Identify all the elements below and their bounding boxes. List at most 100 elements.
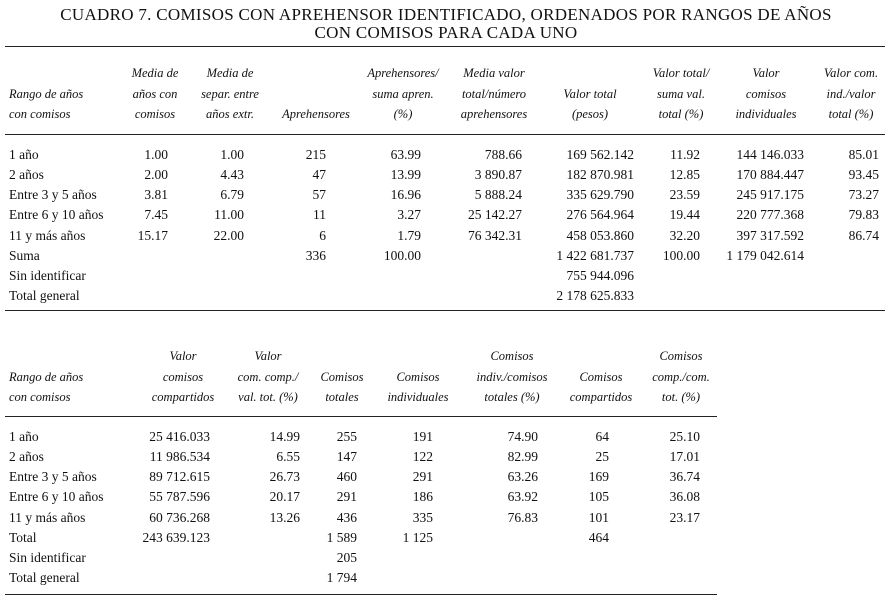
cell: 1 125	[402, 530, 433, 545]
cell: 243 639.123	[142, 530, 211, 545]
column-header: separ. entre	[201, 86, 259, 101]
column-header: suma val.	[657, 86, 705, 101]
column-header: Aprehensores	[282, 107, 350, 121]
cell: 13.99	[390, 167, 421, 182]
row-label: 2 años	[9, 167, 44, 182]
row-label: Total	[9, 530, 37, 545]
row-label: Entre 3 y 5 años	[9, 187, 97, 202]
cell: 2 178 625.833	[556, 288, 634, 303]
row-label: 1 año	[9, 147, 39, 162]
cell: 460	[336, 469, 357, 484]
column-header: Valor	[254, 349, 282, 363]
cell: 14.99	[269, 429, 300, 444]
column-header: compartidos	[151, 390, 215, 404]
cell: 255	[336, 429, 357, 444]
cell: 205	[336, 550, 357, 565]
cell: 63.99	[390, 147, 421, 162]
cell: 19.44	[669, 207, 700, 222]
title-line: CON COMISOS PARA CADA UNO	[314, 23, 578, 42]
column-header: (pesos)	[571, 107, 609, 121]
column-header: Media valor	[463, 66, 525, 80]
cell: 1.00	[144, 147, 168, 162]
cell: 11.92	[670, 147, 700, 162]
cell: 36.74	[669, 469, 700, 484]
column-header: Valor total/	[652, 66, 710, 80]
cell: 7.45	[144, 207, 168, 222]
cell: 3.81	[144, 187, 168, 202]
cell: 73.27	[848, 187, 879, 202]
row-label: 11 y más años	[9, 228, 86, 243]
rule	[5, 46, 885, 47]
cell: 6.79	[220, 187, 244, 202]
cell: 25 416.033	[149, 429, 210, 444]
cell: 6.55	[276, 449, 300, 464]
column-header: suma apren.	[372, 86, 434, 101]
row-label: 2 años	[9, 449, 44, 464]
cell: 17.01	[669, 449, 700, 464]
cell: 55 787.596	[149, 489, 210, 504]
cell: 1 422 681.737	[556, 248, 634, 263]
cell: 100.00	[662, 248, 700, 263]
column-header: Comisos	[579, 369, 623, 384]
cell: 186	[412, 489, 433, 504]
column-header: tot. (%)	[661, 390, 701, 404]
cell: 3.27	[397, 207, 421, 222]
cell: 147	[336, 449, 357, 464]
cell: 47	[312, 167, 327, 182]
cell: 1 179 042.614	[726, 248, 804, 263]
column-header: aprehensores	[460, 107, 528, 121]
cell: 16.96	[390, 187, 421, 202]
cell: 5 888.24	[474, 187, 522, 202]
cell: 93.45	[848, 167, 879, 182]
column-header: totales (%)	[484, 390, 540, 404]
row-label: Entre 3 y 5 años	[9, 469, 97, 484]
cell: 57	[312, 187, 327, 202]
rule	[5, 594, 717, 595]
cell: 74.90	[507, 429, 538, 444]
cell: 191	[412, 429, 433, 444]
cell: 85.01	[848, 147, 879, 162]
cell: 60 736.268	[149, 510, 210, 525]
cell: 23.59	[669, 187, 700, 202]
cell: 23.17	[669, 510, 700, 525]
cell: 464	[588, 530, 609, 545]
cell: 11	[313, 207, 326, 222]
cell: 64	[595, 429, 610, 444]
cell: 291	[336, 489, 357, 504]
column-header: comisos	[745, 86, 787, 101]
row-label: Sin identificar	[9, 268, 86, 283]
cell: 755 944.096	[566, 268, 635, 283]
column-header: totales	[325, 390, 359, 404]
cell: 1.79	[397, 228, 421, 243]
column-header: Rango de años	[9, 86, 84, 101]
cell: 13.26	[269, 510, 300, 525]
cell: 122	[412, 449, 433, 464]
cell: 182 870.981	[566, 167, 635, 182]
row-label: 11 y más años	[9, 510, 86, 525]
column-header: Aprehensores/	[367, 66, 439, 80]
column-header: Valor	[752, 66, 780, 80]
row-label: Entre 6 y 10 años	[9, 207, 104, 222]
column-header: individuales	[387, 390, 449, 404]
column-header: total (%)	[828, 107, 874, 121]
column-header: Rango de años	[9, 369, 84, 384]
column-header: con comisos	[9, 390, 71, 404]
column-header: val. tot. (%)	[238, 390, 298, 404]
cell: 22.00	[213, 228, 244, 243]
column-header: Comisos	[659, 349, 703, 363]
column-header: años extr.	[206, 107, 254, 121]
cell: 335	[412, 510, 433, 525]
cell: 1.00	[220, 147, 244, 162]
cell: 291	[412, 469, 433, 484]
column-header: comisos	[134, 107, 176, 121]
cell: 788.66	[484, 147, 522, 162]
column-header: Valor com.	[823, 66, 879, 80]
column-header: comisos	[162, 369, 204, 384]
cell: 4.43	[220, 167, 244, 182]
rule	[5, 134, 885, 135]
column-header: Media de	[206, 66, 254, 80]
cell: 220 777.368	[736, 207, 805, 222]
column-header: Comisos	[396, 369, 440, 384]
cell: 436	[336, 510, 357, 525]
